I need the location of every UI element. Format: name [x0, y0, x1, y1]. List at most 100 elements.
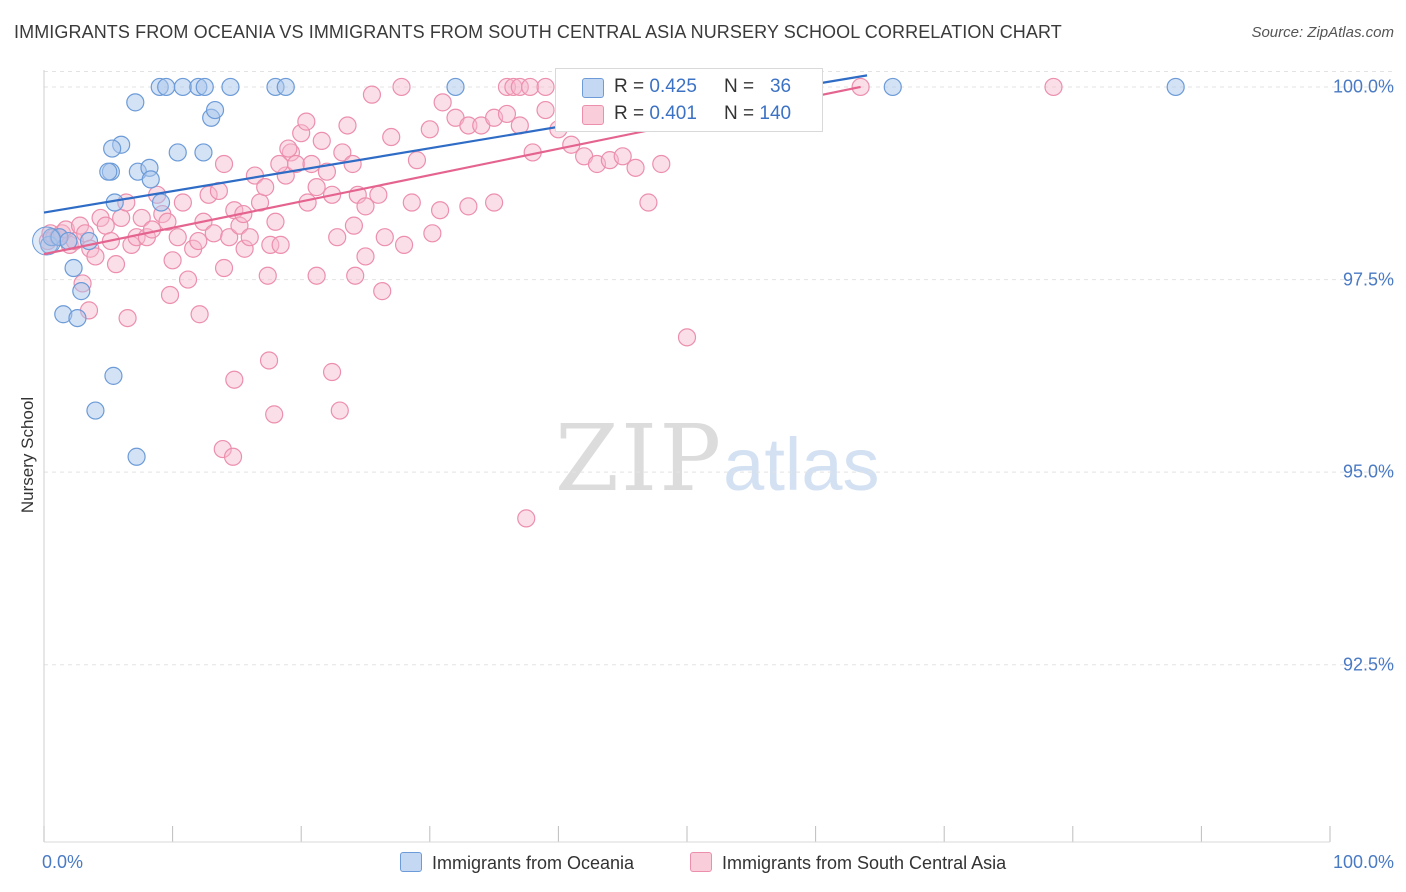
point-sca-60 [338, 116, 357, 135]
y-axis-label: Nursery School [18, 396, 37, 514]
point-oceania-26 [173, 77, 192, 97]
point-sca-55 [312, 131, 331, 150]
point-sca-59 [333, 143, 352, 162]
legend-row-sca: R = 0.401 N = 140 [556, 100, 822, 128]
point-sca-128 [485, 193, 504, 212]
point-sca-91 [160, 285, 180, 305]
point-sca-98 [373, 282, 392, 301]
point-sca-97 [356, 247, 375, 266]
point-sca-74 [497, 104, 517, 124]
point-oceania-21 [194, 143, 213, 162]
point-oceania-15 [126, 93, 145, 112]
legend-swatch-oceania [582, 78, 604, 98]
point-sca-87 [677, 328, 697, 347]
point-sca-118 [1044, 77, 1063, 97]
chart-title: IMMIGRANTS FROM OCEANIA VS IMMIGRANTS FR… [14, 22, 1062, 42]
point-sca-15 [106, 255, 126, 274]
point-sca-67 [407, 151, 427, 170]
point-sca-28 [173, 193, 192, 212]
point-sca-104 [213, 439, 232, 459]
point-sca-31 [189, 231, 208, 251]
point-sca-58 [328, 228, 347, 247]
point-sca-40 [235, 239, 254, 258]
point-oceania-32 [446, 77, 465, 97]
series-legend: Immigrants from Oceania Immigrants from … [0, 852, 1406, 878]
point-oceania-33 [883, 77, 902, 97]
point-sca-66 [394, 235, 414, 254]
point-sca-105 [223, 447, 243, 466]
point-sca-45 [261, 235, 280, 254]
point-oceania-4 [64, 258, 83, 278]
point-sca-119 [362, 85, 382, 104]
point-sca-83 [613, 147, 632, 166]
point-sca-103 [265, 405, 284, 424]
point-oceania-6 [68, 308, 87, 328]
legend-item-oceania[interactable]: Immigrants from Oceania [400, 852, 634, 874]
point-oceania-large [32, 226, 62, 256]
point-sca-127 [459, 197, 478, 216]
point-sca-68 [420, 120, 439, 139]
point-oceania-11 [99, 162, 118, 181]
point-sca-11 [86, 247, 105, 266]
point-sca-52 [297, 112, 316, 131]
point-sca-107 [497, 77, 517, 97]
legend-label-sca: Immigrants from South Central Asia [722, 853, 1007, 873]
point-sca-41 [240, 228, 259, 247]
point-oceania-34 [1166, 77, 1185, 97]
point-sca-34 [204, 224, 223, 243]
point-oceania-20 [168, 143, 187, 162]
series-south-central-asia [38, 77, 1063, 528]
legend-label-oceania: Immigrants from Oceania [432, 853, 635, 873]
y-tick-label-0: 100.0% [1332, 76, 1394, 97]
point-sca-84 [626, 158, 645, 177]
point-sca-26 [163, 251, 182, 270]
point-sca-65 [382, 127, 401, 147]
point-sca-130 [402, 193, 421, 212]
point-oceania-31 [276, 77, 295, 97]
point-sca-20 [132, 208, 151, 228]
legend-n-oceania: N = 36 [724, 76, 792, 97]
point-sca-110 [521, 77, 540, 97]
point-sca-64 [369, 185, 388, 204]
point-sca-111 [536, 77, 555, 97]
legend-n-sca: N = 140 [724, 103, 792, 124]
point-sca-90 [118, 308, 137, 328]
point-sca-63 [356, 197, 375, 216]
point-sca-92 [190, 305, 209, 324]
legend-r-sca: R = 0.401 [614, 103, 697, 124]
point-sca-37 [220, 228, 239, 247]
point-sca-123 [270, 154, 289, 174]
point-oceania-29 [221, 77, 240, 97]
point-sca-125 [375, 228, 394, 247]
point-sca-124 [298, 193, 317, 212]
watermark-atlas: atlas [723, 423, 880, 506]
point-sca-33 [199, 185, 218, 204]
point-sca-69 [433, 93, 452, 112]
point-sca-94 [258, 266, 277, 285]
point-oceania-9 [86, 401, 105, 420]
point-sca-93 [214, 258, 234, 278]
point-oceania-19 [151, 193, 171, 212]
x-tick-label-max: 100.0% [1332, 852, 1394, 872]
point-oceania-28 [195, 77, 214, 97]
point-sca-44 [256, 178, 275, 197]
point-sca-96 [346, 266, 365, 285]
watermark-zip: ZIP [555, 405, 724, 512]
point-sca-126 [430, 201, 450, 220]
point-sca-47 [271, 235, 290, 254]
point-sca-77 [536, 100, 555, 120]
point-sca-106 [517, 509, 536, 528]
point-sca-120 [392, 77, 411, 97]
point-oceania-7 [72, 282, 91, 301]
y-tick-label-2: 95.0% [1342, 461, 1394, 482]
point-sca-16 [112, 208, 131, 228]
point-sca-101 [322, 362, 342, 382]
point-sca-29 [178, 270, 198, 289]
point-sca-99 [225, 370, 244, 389]
point-sca-39 [230, 216, 249, 235]
point-sca-25 [158, 212, 177, 231]
legend-swatch-sca [582, 105, 604, 125]
y-tick-label-1: 97.5% [1342, 269, 1394, 290]
legend-item-sca[interactable]: Immigrants from South Central Asia [690, 852, 1006, 874]
source-label: Source: ZipAtlas.com [1251, 24, 1394, 41]
